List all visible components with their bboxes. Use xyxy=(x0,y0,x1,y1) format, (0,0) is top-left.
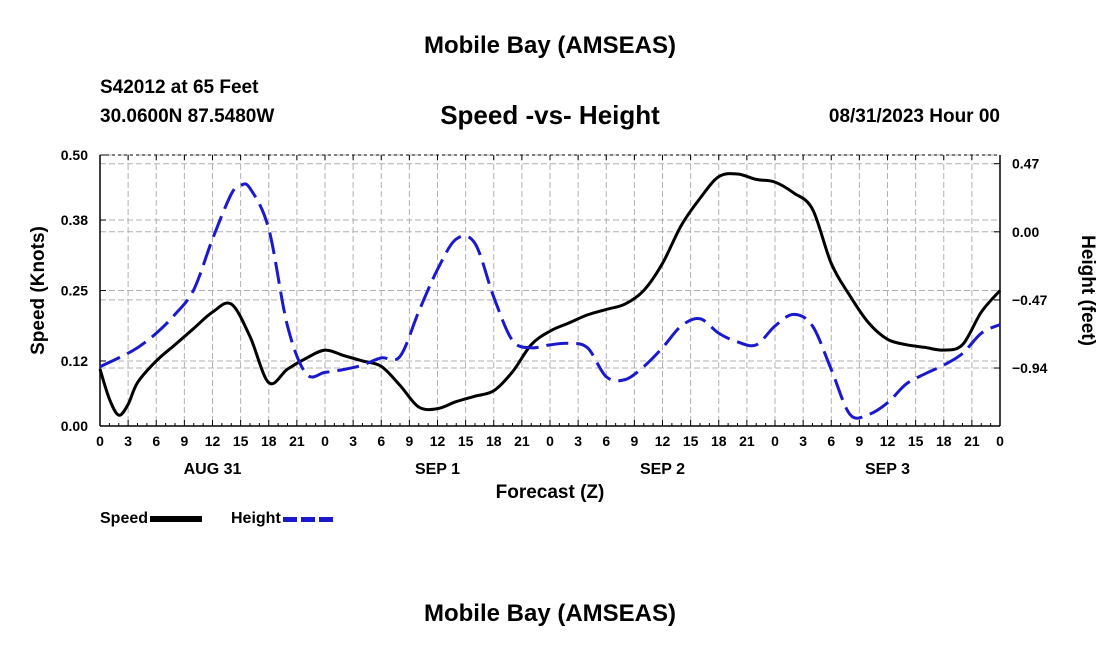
height-series-line xyxy=(99,182,1001,420)
x-tick-label: 21 xyxy=(514,433,530,449)
x-tick-label: 6 xyxy=(827,433,835,449)
day-label: SEP 1 xyxy=(415,461,460,478)
day-label: AUG 31 xyxy=(184,461,242,478)
x-tick-label: 21 xyxy=(964,433,980,449)
x-tick-label: 12 xyxy=(655,433,671,449)
x-tick-label: 0 xyxy=(996,433,1004,449)
left-y-tick-label: 0.25 xyxy=(61,283,88,299)
x-tick-label: 12 xyxy=(430,433,446,449)
left-axis-title: Speed (Knots) xyxy=(28,226,49,355)
footer-title: Mobile Bay (AMSEAS) xyxy=(423,600,677,627)
x-tick-label: 21 xyxy=(739,433,755,449)
x-tick-label: 3 xyxy=(124,433,132,449)
x-tick-label: 3 xyxy=(349,433,357,449)
legend-height-swatch xyxy=(282,516,335,522)
x-tick-label: 0 xyxy=(546,433,554,449)
x-tick-label: 18 xyxy=(261,433,277,449)
x-tick-label: 15 xyxy=(233,433,249,449)
x-tick-label: 15 xyxy=(683,433,699,449)
x-tick-label: 0 xyxy=(96,433,104,449)
x-tick-label: 3 xyxy=(799,433,807,449)
x-tick-label: 6 xyxy=(152,433,160,449)
x-tick-label: 3 xyxy=(574,433,582,449)
right-axis-title: Height (feet) xyxy=(1077,235,1098,346)
x-tick-label: 12 xyxy=(880,433,896,449)
speed-series-line xyxy=(98,172,1002,417)
left-y-tick-label: 0.38 xyxy=(61,212,88,228)
day-label: SEP 2 xyxy=(640,461,685,478)
x-tick-label: 18 xyxy=(711,433,727,449)
x-tick-label: 9 xyxy=(855,433,863,449)
left-y-tick-label: 0.12 xyxy=(61,353,88,369)
legend-speed: Speed xyxy=(100,510,203,528)
x-tick-label: 15 xyxy=(908,433,924,449)
legend-speed-swatch xyxy=(150,516,203,522)
x-tick-label: 6 xyxy=(377,433,385,449)
x-tick-label: 21 xyxy=(289,433,305,449)
x-tick-label: 9 xyxy=(180,433,188,449)
x-tick-label: 18 xyxy=(936,433,952,449)
left-y-tick-label: 0.50 xyxy=(61,147,88,163)
x-tick-label: 12 xyxy=(205,433,221,449)
x-tick-label: 0 xyxy=(771,433,779,449)
x-tick-label: 15 xyxy=(458,433,474,449)
right-y-tick-label: 0.47 xyxy=(1012,156,1039,172)
forecast-date: 08/31/2023 Hour 00 xyxy=(828,106,1000,127)
axis-labels: 0 3 6 9 12 15 18 21 0 3 6 9 12 15 18 21 0 3 6 9 12 15 18 21 0 3 6 9… xyxy=(28,147,1098,478)
main-title: Mobile Bay (AMSEAS) xyxy=(423,32,677,59)
right-y-tick-label: 0.00 xyxy=(1012,224,1039,240)
legend-height: Height xyxy=(231,510,335,528)
right-y-tick-label: −0.94 xyxy=(1012,360,1048,376)
legend-speed-label: Speed xyxy=(100,510,149,527)
left-y-tick-label: 0.00 xyxy=(61,418,88,434)
axes xyxy=(99,154,1001,427)
chart-title: Speed -vs- Height xyxy=(440,100,660,130)
grid-lines xyxy=(100,154,1000,427)
x-tick-label: 0 xyxy=(321,433,329,449)
legend-height-label: Height xyxy=(231,510,281,527)
station-label: S42012 at 65 Feet xyxy=(100,77,259,98)
right-y-tick-label: −0.47 xyxy=(1012,292,1048,308)
x-axis-title: Forecast (Z) xyxy=(495,482,605,503)
x-tick-label: 9 xyxy=(405,433,413,449)
series-lines xyxy=(98,172,1002,420)
x-tick-label: 6 xyxy=(602,433,610,449)
x-tick-label: 18 xyxy=(486,433,502,449)
day-label: SEP 3 xyxy=(865,461,910,478)
coordinates-label: 30.0600N 87.5480W xyxy=(100,106,275,127)
x-tick-label: 9 xyxy=(630,433,638,449)
